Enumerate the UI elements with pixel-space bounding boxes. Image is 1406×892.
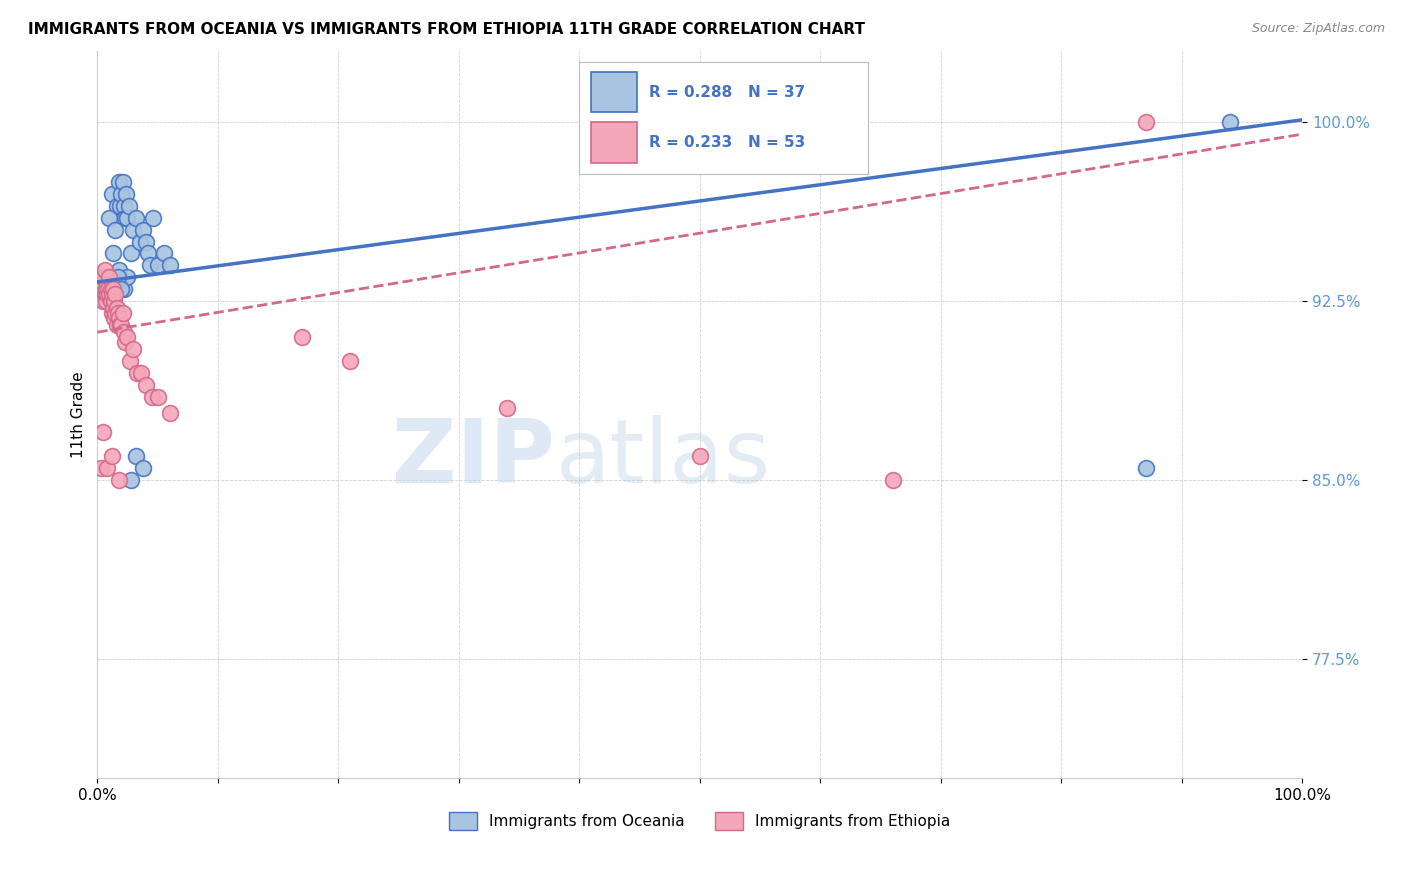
Point xyxy=(93,294,115,309)
Point xyxy=(291,330,314,344)
Point xyxy=(104,222,127,236)
Point xyxy=(132,461,155,475)
Point xyxy=(105,199,128,213)
Point xyxy=(122,222,145,236)
Point xyxy=(110,282,132,296)
Point xyxy=(110,199,132,213)
Point xyxy=(101,282,124,296)
Point xyxy=(112,282,135,296)
Point xyxy=(96,461,118,475)
Point xyxy=(152,246,174,260)
Point xyxy=(110,318,132,332)
Point xyxy=(98,270,121,285)
Point xyxy=(128,235,150,249)
Text: Source: ZipAtlas.com: Source: ZipAtlas.com xyxy=(1251,22,1385,36)
Point xyxy=(104,306,127,320)
Point xyxy=(117,211,139,225)
Point xyxy=(100,294,122,309)
Point xyxy=(108,473,131,487)
Point xyxy=(159,258,181,272)
Point xyxy=(107,306,129,320)
Point xyxy=(159,406,181,420)
Point xyxy=(93,282,115,296)
Point xyxy=(111,175,134,189)
Point xyxy=(93,425,115,440)
Point xyxy=(108,175,131,189)
Text: IMMIGRANTS FROM OCEANIA VS IMMIGRANTS FROM ETHIOPIA 11TH GRADE CORRELATION CHART: IMMIGRANTS FROM OCEANIA VS IMMIGRANTS FR… xyxy=(28,22,865,37)
Point xyxy=(105,318,128,332)
Point xyxy=(90,461,112,475)
Point xyxy=(108,263,131,277)
Point xyxy=(1219,115,1241,129)
Point xyxy=(98,211,121,225)
Point xyxy=(101,246,124,260)
Point xyxy=(125,449,148,463)
Point xyxy=(94,282,117,296)
Point xyxy=(97,282,120,296)
Point xyxy=(111,306,134,320)
Point xyxy=(129,366,152,380)
Point xyxy=(89,282,111,296)
Point xyxy=(496,401,519,416)
Point xyxy=(103,294,125,309)
Point xyxy=(114,334,136,349)
Point xyxy=(882,473,904,487)
Point xyxy=(93,263,115,277)
Point xyxy=(117,330,139,344)
Text: ZIP: ZIP xyxy=(392,415,555,501)
Point xyxy=(339,353,361,368)
Point xyxy=(114,211,136,225)
Point xyxy=(101,186,124,201)
Legend: Immigrants from Oceania, Immigrants from Ethiopia: Immigrants from Oceania, Immigrants from… xyxy=(443,806,956,836)
Point xyxy=(101,306,124,320)
Point xyxy=(689,449,711,463)
Point xyxy=(141,390,163,404)
Point xyxy=(93,270,115,285)
Point xyxy=(91,287,114,301)
Point xyxy=(108,310,131,325)
Point xyxy=(110,318,132,332)
Point xyxy=(98,287,121,301)
Point xyxy=(132,222,155,236)
Point xyxy=(101,449,124,463)
Point xyxy=(115,186,138,201)
Point xyxy=(104,287,127,301)
Point xyxy=(101,287,124,301)
Point xyxy=(122,342,145,356)
Point xyxy=(96,277,118,292)
Text: atlas: atlas xyxy=(555,415,770,501)
Point xyxy=(93,287,115,301)
Point xyxy=(107,270,129,285)
Point xyxy=(146,258,169,272)
Point xyxy=(136,246,159,260)
Point xyxy=(112,199,135,213)
Point xyxy=(94,294,117,309)
Point xyxy=(135,377,157,392)
Point xyxy=(120,246,142,260)
Point xyxy=(127,366,149,380)
Point xyxy=(101,301,124,316)
Point xyxy=(110,186,132,201)
Point xyxy=(135,235,157,249)
Point xyxy=(139,258,162,272)
Point xyxy=(112,325,135,339)
Point xyxy=(146,390,169,404)
Y-axis label: 11th Grade: 11th Grade xyxy=(72,371,86,458)
Point xyxy=(105,301,128,316)
Point xyxy=(1135,115,1157,129)
Point xyxy=(118,199,141,213)
Point xyxy=(96,287,118,301)
Point xyxy=(103,310,125,325)
Point xyxy=(90,277,112,292)
Point xyxy=(100,282,122,296)
Point xyxy=(117,270,139,285)
Point xyxy=(125,211,148,225)
Point xyxy=(142,211,165,225)
Point xyxy=(120,473,142,487)
Point xyxy=(118,353,141,368)
Point xyxy=(1135,461,1157,475)
